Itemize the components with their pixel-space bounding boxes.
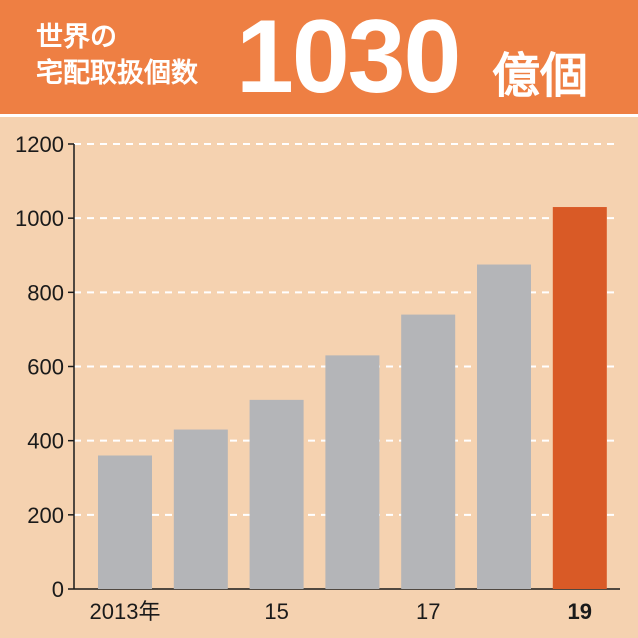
bar <box>98 455 152 589</box>
bar <box>325 355 380 589</box>
x-tick-label: 19 <box>568 599 592 624</box>
chart-header: 世界の 宅配取扱個数 1030 億個 <box>0 0 638 117</box>
y-tick-label: 800 <box>27 280 64 305</box>
header-line2: 宅配取扱個数 <box>36 58 198 89</box>
y-tick-label: 1000 <box>15 206 64 231</box>
y-tick-label: 600 <box>27 355 64 380</box>
y-tick-label: 0 <box>52 577 64 602</box>
bar <box>401 314 456 589</box>
bar <box>173 429 228 589</box>
x-tick-label: 17 <box>416 599 440 624</box>
header-line1: 世界の <box>36 22 117 53</box>
y-tick-label: 400 <box>27 429 64 454</box>
header-value: 1030 <box>236 0 461 115</box>
bar <box>552 207 607 589</box>
y-tick-label: 1200 <box>15 132 64 157</box>
bar <box>249 399 304 589</box>
bar <box>477 264 531 589</box>
header-subtitle: 世界の 宅配取扱個数 <box>36 20 198 92</box>
header-unit: 億個 <box>492 48 589 104</box>
x-tick-label: 15 <box>264 599 288 624</box>
y-tick-label: 200 <box>27 503 64 528</box>
x-tick-label: 2013年 <box>90 599 161 624</box>
